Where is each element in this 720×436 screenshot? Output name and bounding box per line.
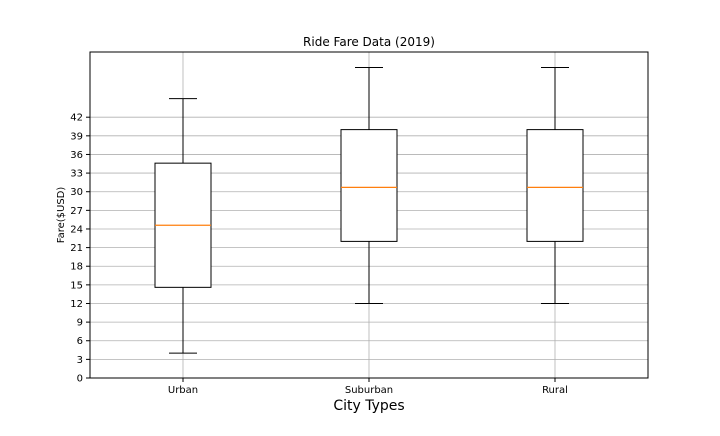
plot-frame <box>89 51 649 379</box>
box-suburban <box>340 67 398 304</box>
y-tick-label: 3 <box>77 355 83 366</box>
box-iqr <box>526 129 584 242</box>
x-axis-label: City Types <box>333 398 404 414</box>
y-tick-label: 42 <box>70 113 83 124</box>
y-tick-label: 15 <box>70 280 83 291</box>
y-tick-label: 0 <box>77 374 83 385</box>
y-tick-label: 9 <box>77 318 83 329</box>
y-axis-label: Fare($USD) <box>56 187 67 244</box>
y-tick-label: 33 <box>70 169 83 180</box>
y-tick-label: 6 <box>77 336 83 347</box>
y-tick-label: 36 <box>70 150 83 161</box>
x-tick-label: Urban <box>168 385 198 396</box>
y-tick-label: 21 <box>70 243 83 254</box>
x-tick-label: Rural <box>542 385 568 396</box>
box-layer <box>154 67 584 354</box>
y-tick-label: 12 <box>70 299 83 310</box>
y-tick-label: 39 <box>70 131 83 142</box>
box-iqr <box>340 129 398 242</box>
y-tick-label: 18 <box>70 262 83 273</box>
y-tick-label: 24 <box>70 224 83 235</box>
box-urban <box>154 98 212 354</box>
chart-title: Ride Fare Data (2019) <box>303 35 435 49</box>
x-tick-label: Suburban <box>345 385 393 396</box>
box-rural <box>526 67 584 304</box>
y-tick-label: 27 <box>70 206 83 217</box>
y-tick-label: 30 <box>70 187 83 198</box>
